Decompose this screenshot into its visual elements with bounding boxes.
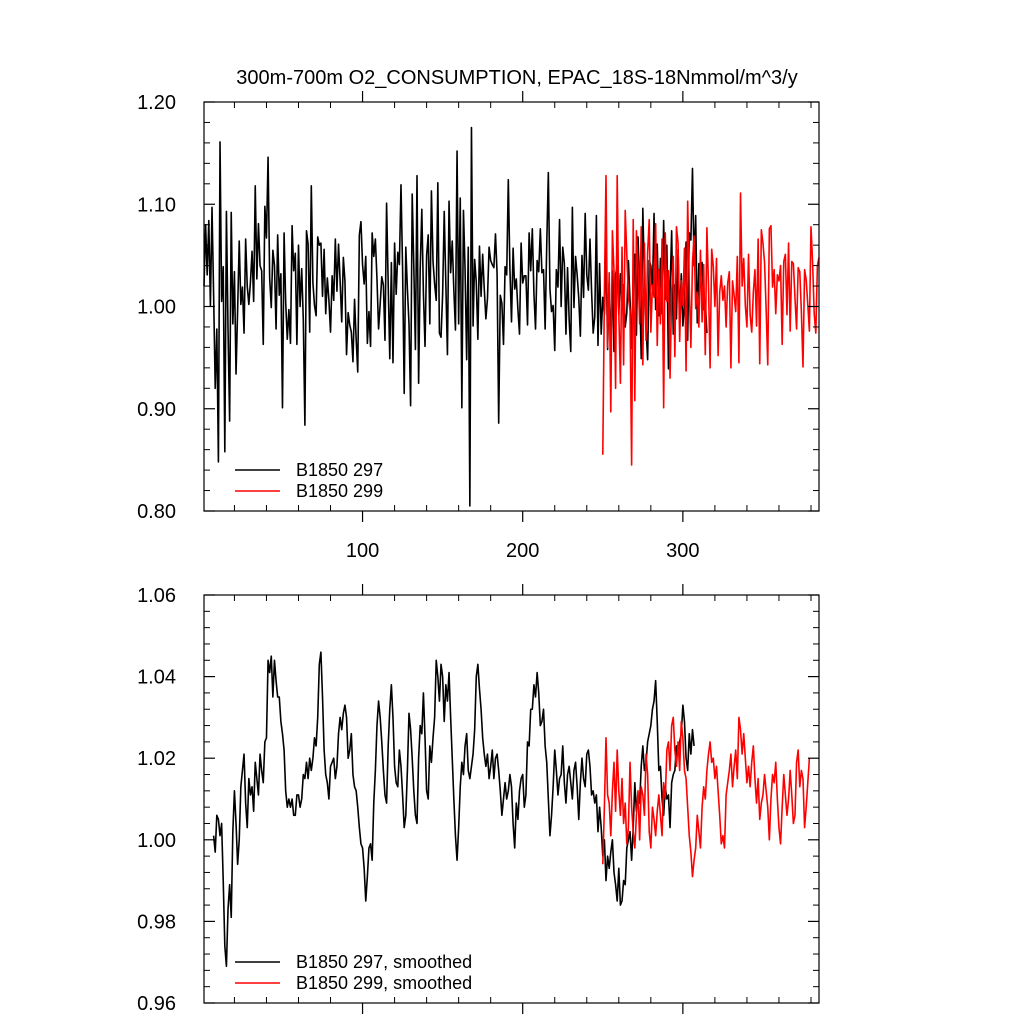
y-tick-label: 0.90	[137, 399, 176, 421]
top-series-2-line	[601, 174, 820, 466]
y-tick-label: 1.04	[137, 667, 176, 689]
legend-label-b1850-297: B1850 297	[296, 460, 383, 480]
y-tick-label: 1.00	[137, 297, 176, 319]
top-series-lines	[203, 126, 820, 507]
x-tick-label: 200	[506, 540, 539, 562]
bottom-panel: 0.96 0.98 1.00 1.02 1.04 1.06 B1850 297, smoo…	[137, 584, 820, 1015]
bottom-legend: B1850 297, smoothed B1850 299, smoothed	[235, 952, 472, 993]
x-tick-label: 100	[346, 540, 379, 562]
y-tick-label: 0.80	[137, 501, 176, 523]
top-legend: B1850 297 B1850 299	[235, 460, 383, 501]
legend-label-b1850-299-smoothed: B1850 299, smoothed	[296, 973, 472, 993]
bottom-series-1-line	[212, 651, 695, 968]
legend-label-b1850-297-smoothed: B1850 297, smoothed	[296, 952, 472, 972]
bottom-series-lines	[212, 651, 811, 968]
y-tick-label: 1.20	[137, 92, 176, 114]
bottom-series-2-line	[601, 716, 811, 878]
y-tick-label: 0.96	[137, 993, 176, 1015]
top-axis-ticks: 0.80 0.90 1.00 1.10 1.20 100 200 300	[137, 91, 819, 562]
top-panel: 300m-700m O2_CONSUMPTION, EPAC_18S-18Nmm…	[137, 67, 820, 562]
top-chart-title: 300m-700m O2_CONSUMPTION, EPAC_18S-18Nmm…	[236, 67, 797, 89]
y-tick-label: 1.02	[137, 748, 176, 770]
bottom-plot-frame	[203, 594, 820, 1004]
y-tick-label: 1.00	[137, 830, 176, 852]
x-tick-label: 300	[666, 540, 699, 562]
bottom-axis-ticks: 0.96 0.98 1.00 1.02 1.04 1.06	[137, 584, 819, 1015]
y-tick-label: 0.98	[137, 911, 176, 933]
y-tick-label: 1.06	[137, 585, 176, 607]
y-tick-label: 1.10	[137, 194, 176, 216]
legend-label-b1850-299: B1850 299	[296, 481, 383, 501]
